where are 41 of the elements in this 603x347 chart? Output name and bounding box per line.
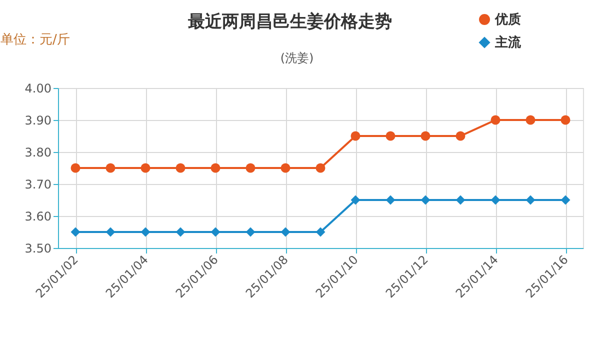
chart-subtitle: (洗姜) bbox=[280, 51, 314, 65]
point bbox=[176, 227, 186, 237]
point bbox=[456, 195, 466, 205]
legend-label: 优质 bbox=[494, 12, 521, 28]
point bbox=[70, 163, 80, 173]
y-tick-label: 3.80 bbox=[24, 146, 52, 160]
point bbox=[316, 163, 326, 173]
point bbox=[420, 131, 430, 141]
y-tick-label: 3.70 bbox=[24, 178, 52, 192]
point bbox=[350, 195, 360, 205]
point bbox=[246, 163, 256, 173]
chart-title: 最近两周昌邑生姜价格走势 bbox=[187, 11, 392, 32]
y-tick-label: 4.00 bbox=[24, 82, 52, 96]
point bbox=[210, 227, 220, 237]
point bbox=[280, 163, 290, 173]
point bbox=[70, 227, 80, 237]
point bbox=[526, 115, 536, 125]
y-axis-title: 单位：元/斤 bbox=[0, 32, 70, 48]
point bbox=[176, 163, 186, 173]
point bbox=[350, 131, 360, 141]
point bbox=[490, 195, 500, 205]
y-tick-label: 3.50 bbox=[24, 242, 52, 256]
point bbox=[490, 115, 500, 125]
point bbox=[526, 195, 536, 205]
point bbox=[246, 227, 256, 237]
point bbox=[560, 115, 570, 125]
point bbox=[386, 131, 396, 141]
point bbox=[140, 227, 150, 237]
point bbox=[106, 227, 116, 237]
point bbox=[386, 195, 396, 205]
y-tick-label: 3.90 bbox=[24, 114, 52, 128]
legend-label: 主流 bbox=[494, 34, 522, 50]
point bbox=[560, 195, 570, 205]
point bbox=[106, 163, 116, 173]
point bbox=[456, 131, 466, 141]
point bbox=[140, 163, 150, 173]
point bbox=[316, 227, 326, 237]
y-tick-label: 3.60 bbox=[24, 210, 52, 224]
point bbox=[280, 227, 290, 237]
point bbox=[420, 195, 430, 205]
point bbox=[210, 163, 220, 173]
